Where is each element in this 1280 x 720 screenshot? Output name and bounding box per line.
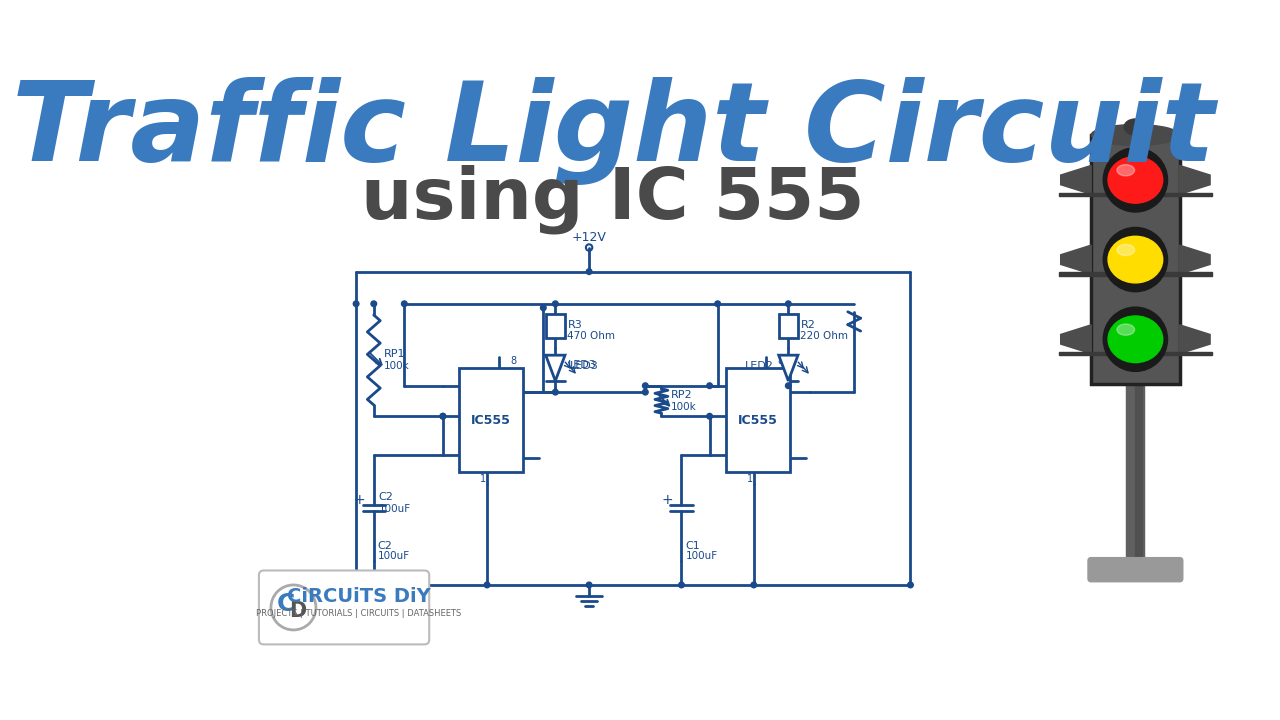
Polygon shape [1061,166,1092,194]
Circle shape [1103,228,1167,292]
Circle shape [540,305,547,310]
Text: 5: 5 [728,453,735,463]
Circle shape [371,301,376,307]
Circle shape [786,383,791,389]
Text: 5: 5 [461,453,468,463]
Text: C1: C1 [686,541,700,552]
Text: 7: 7 [461,381,468,391]
Text: 1: 1 [480,474,486,484]
FancyBboxPatch shape [460,368,524,472]
Text: LED3: LED3 [568,360,596,370]
Circle shape [586,582,591,588]
Ellipse shape [1117,165,1134,176]
Circle shape [643,383,648,389]
Text: C: C [276,593,296,616]
Text: 470 Ohm: 470 Ohm [567,331,616,341]
Text: IC555: IC555 [471,414,511,427]
FancyBboxPatch shape [1092,135,1180,384]
Ellipse shape [1108,236,1162,283]
Text: D: D [289,600,306,621]
Circle shape [484,582,490,588]
Circle shape [586,269,591,274]
Circle shape [353,582,358,588]
Circle shape [1103,148,1167,212]
Text: 220 Ohm: 220 Ohm [800,331,849,341]
FancyBboxPatch shape [1059,272,1212,276]
Text: 6: 6 [461,411,468,421]
Text: CiRCUiTS DiY: CiRCUiTS DiY [287,587,430,606]
Polygon shape [778,355,797,381]
Circle shape [786,301,791,307]
Text: PROJECTS | TUTORIALS | CIRCUITS | DATASHEETS: PROJECTS | TUTORIALS | CIRCUITS | DATASH… [256,609,461,618]
Ellipse shape [1117,244,1134,256]
Text: +12V: +12V [572,231,607,244]
Circle shape [707,383,713,389]
Circle shape [678,582,685,588]
Text: 100k: 100k [384,361,410,372]
Text: 7: 7 [728,381,735,391]
Text: 3: 3 [781,387,787,397]
Text: +: + [353,492,365,507]
FancyBboxPatch shape [1059,193,1212,196]
FancyBboxPatch shape [545,314,564,338]
FancyBboxPatch shape [726,368,790,472]
Text: 8: 8 [777,356,783,366]
Text: Traffic Light Circuit: Traffic Light Circuit [12,77,1215,185]
Text: 100uF: 100uF [686,551,718,561]
Text: 8: 8 [511,356,517,366]
Text: R3: R3 [567,320,582,330]
Circle shape [440,413,445,419]
Text: using IC 555: using IC 555 [361,165,865,234]
Circle shape [402,301,407,307]
Polygon shape [545,355,564,381]
Text: 3: 3 [513,387,521,397]
Text: 100uF: 100uF [379,505,411,514]
Text: LED3: LED3 [570,361,599,372]
Circle shape [553,390,558,395]
Ellipse shape [1108,316,1162,363]
Text: R2: R2 [800,320,815,330]
Text: C2: C2 [379,492,393,502]
Text: RP2: RP2 [671,390,692,400]
FancyBboxPatch shape [1059,352,1212,356]
Circle shape [643,390,648,395]
Text: LED2: LED2 [745,361,774,372]
Polygon shape [1061,245,1092,274]
Text: 100uF: 100uF [378,551,410,561]
Circle shape [707,413,713,419]
Polygon shape [1180,325,1210,354]
Circle shape [353,301,358,307]
Polygon shape [1061,325,1092,354]
Ellipse shape [1108,156,1162,203]
Ellipse shape [1092,125,1180,145]
FancyBboxPatch shape [259,570,429,644]
Ellipse shape [1124,119,1147,135]
Text: 2: 2 [461,450,468,460]
Circle shape [440,413,445,419]
Polygon shape [1180,166,1210,194]
Circle shape [1103,307,1167,372]
Circle shape [751,582,756,588]
Circle shape [553,301,558,307]
Circle shape [908,582,913,588]
Text: IC555: IC555 [737,414,778,427]
Text: 6: 6 [728,411,735,421]
FancyBboxPatch shape [1088,557,1183,582]
Text: 1: 1 [746,474,753,484]
Ellipse shape [1117,324,1134,336]
Text: 100k: 100k [671,402,696,413]
Circle shape [714,301,721,307]
FancyBboxPatch shape [778,314,797,338]
Text: +: + [662,492,673,507]
Text: C2: C2 [378,541,393,552]
Text: 2: 2 [728,450,735,460]
Text: RP1: RP1 [384,348,404,359]
Polygon shape [1180,245,1210,274]
